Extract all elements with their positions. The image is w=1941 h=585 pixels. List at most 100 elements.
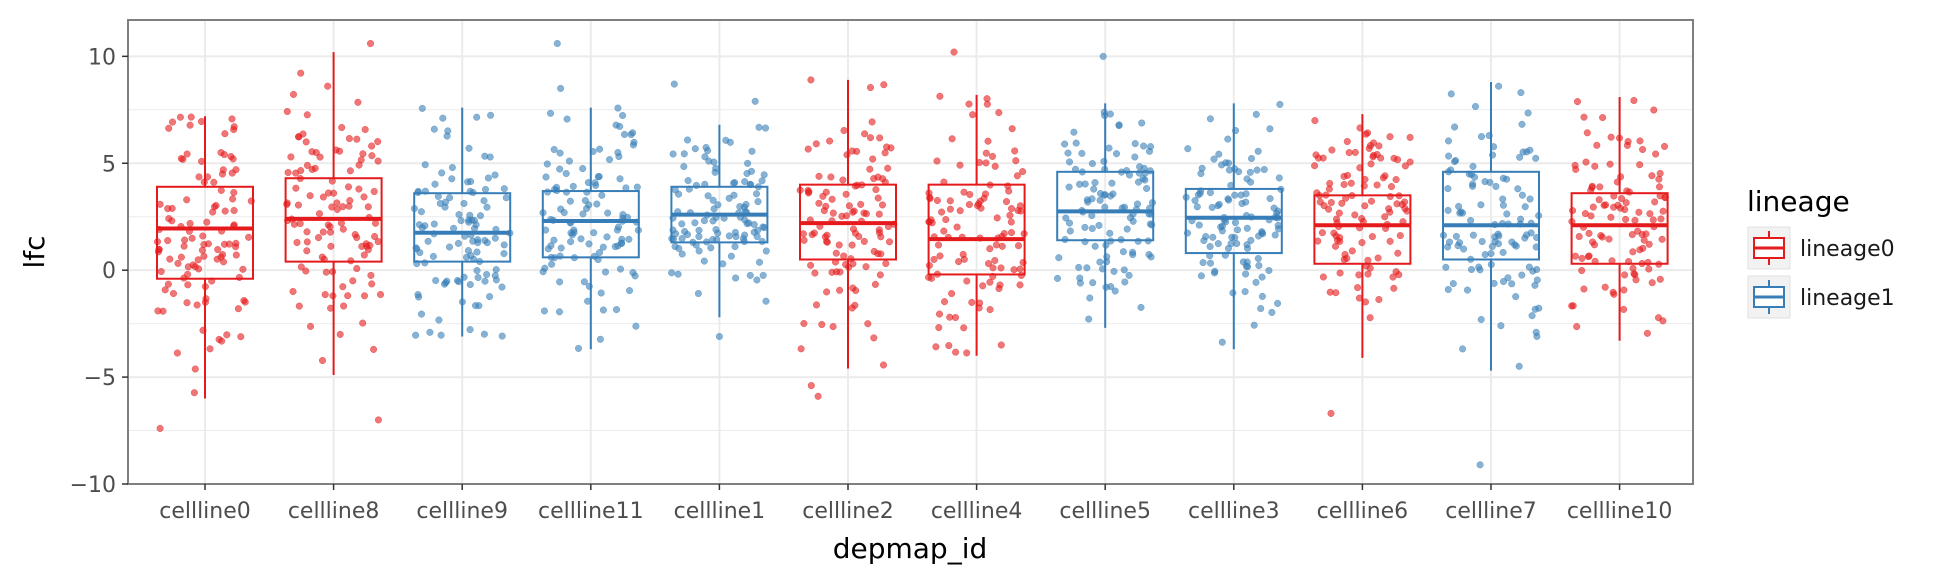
outlier-point: [1327, 409, 1335, 417]
jitter-point: [1635, 208, 1643, 216]
jitter-point: [333, 205, 341, 213]
jitter-point: [193, 301, 201, 309]
jitter-point: [877, 250, 885, 258]
y-tick-label: 5: [102, 152, 116, 177]
jitter-point: [168, 217, 176, 225]
jitter-point: [936, 92, 944, 100]
jitter-point: [1463, 286, 1472, 294]
jitter-point: [1648, 279, 1656, 287]
jitter-point: [483, 239, 491, 247]
jitter-point: [473, 248, 481, 256]
box-cellline6: [1313, 114, 1412, 358]
jitter-point: [470, 224, 479, 232]
jitter-point: [319, 193, 327, 201]
jitter-point: [1145, 147, 1154, 155]
jitter-point: [1016, 281, 1024, 289]
jitter-point: [700, 257, 708, 265]
jitter-point: [1569, 302, 1577, 310]
jitter-point: [948, 290, 956, 298]
jitter-point: [1487, 250, 1495, 258]
jitter-point: [1206, 115, 1214, 123]
jitter-point: [848, 147, 856, 155]
jitter-point: [546, 109, 555, 117]
jitter-point: [500, 250, 508, 258]
jitter-point: [176, 113, 184, 121]
jitter-point: [466, 211, 474, 219]
jitter-point: [744, 159, 752, 167]
jitter-point: [1250, 321, 1258, 329]
jitter-point: [722, 136, 730, 144]
jitter-point: [590, 229, 598, 237]
jitter-point: [1401, 162, 1409, 170]
jitter-point: [1111, 287, 1119, 295]
jitter-point: [616, 175, 624, 183]
jitter-point: [935, 310, 944, 318]
jitter-point: [849, 208, 857, 216]
jitter-point: [1583, 129, 1591, 137]
jitter-point: [1499, 195, 1507, 203]
jitter-point: [345, 202, 353, 210]
jitter-point: [1444, 137, 1453, 145]
jitter-point: [455, 211, 463, 219]
jitter-point: [982, 159, 990, 167]
jitter-point: [188, 234, 196, 242]
jitter-point: [1000, 229, 1008, 238]
jitter-point: [727, 252, 735, 260]
jitter-point: [441, 198, 450, 206]
jitter-point: [445, 243, 454, 251]
jitter-point: [168, 118, 177, 126]
jitter-point: [758, 177, 766, 185]
jitter-point: [625, 287, 634, 295]
jitter-point: [210, 178, 218, 186]
jitter-point: [435, 316, 443, 324]
jitter-point: [836, 268, 844, 276]
jitter-point: [1231, 234, 1239, 242]
jitter-point: [731, 243, 739, 251]
jitter-point: [234, 305, 242, 313]
jitter-point: [1123, 225, 1131, 233]
jitter-point: [184, 270, 192, 278]
jitter-point: [1580, 113, 1588, 121]
jitter-point: [1274, 299, 1282, 307]
jitter-point: [815, 199, 823, 207]
jitter-point: [1469, 231, 1477, 239]
jitter-point: [1311, 162, 1319, 170]
box-cellline11: [541, 107, 640, 350]
jitter-point: [239, 265, 247, 273]
jitter-point: [1475, 263, 1483, 271]
jitter-point: [719, 260, 727, 268]
jitter-point: [1265, 266, 1273, 275]
jitter-point: [292, 184, 300, 192]
jitter-point: [184, 263, 192, 271]
jitter-point: [1088, 224, 1096, 233]
jitter-point: [184, 281, 192, 289]
jitter-point: [1258, 273, 1266, 281]
x-tick-label: cellline9: [416, 499, 508, 524]
jitter-point: [464, 247, 472, 255]
jitter-point: [1643, 329, 1651, 337]
jitter-point: [741, 216, 749, 224]
jitter-point: [1211, 267, 1219, 275]
jitter-point: [678, 250, 686, 258]
jitter-point: [753, 232, 761, 241]
x-tick-label: cellline0: [159, 499, 251, 524]
x-tick-label: cellline2: [802, 499, 894, 524]
jitter-point: [566, 197, 574, 205]
jitter-point: [340, 302, 348, 310]
jitter-point: [1494, 230, 1502, 238]
jitter-point: [486, 293, 494, 301]
jitter-point: [1447, 90, 1455, 98]
jitter-point: [1573, 98, 1582, 106]
jitter-point: [680, 150, 688, 158]
jitter-point: [986, 245, 994, 253]
jitter-point: [565, 157, 573, 165]
jitter-point: [1241, 288, 1249, 296]
jitter-point: [1218, 227, 1226, 235]
jitter-point: [1343, 254, 1351, 262]
jitter-point: [1492, 182, 1500, 190]
jitter-point: [1354, 284, 1362, 292]
jitter-point: [1478, 237, 1486, 246]
jitter-point: [1469, 162, 1477, 170]
jitter-point: [741, 178, 749, 186]
